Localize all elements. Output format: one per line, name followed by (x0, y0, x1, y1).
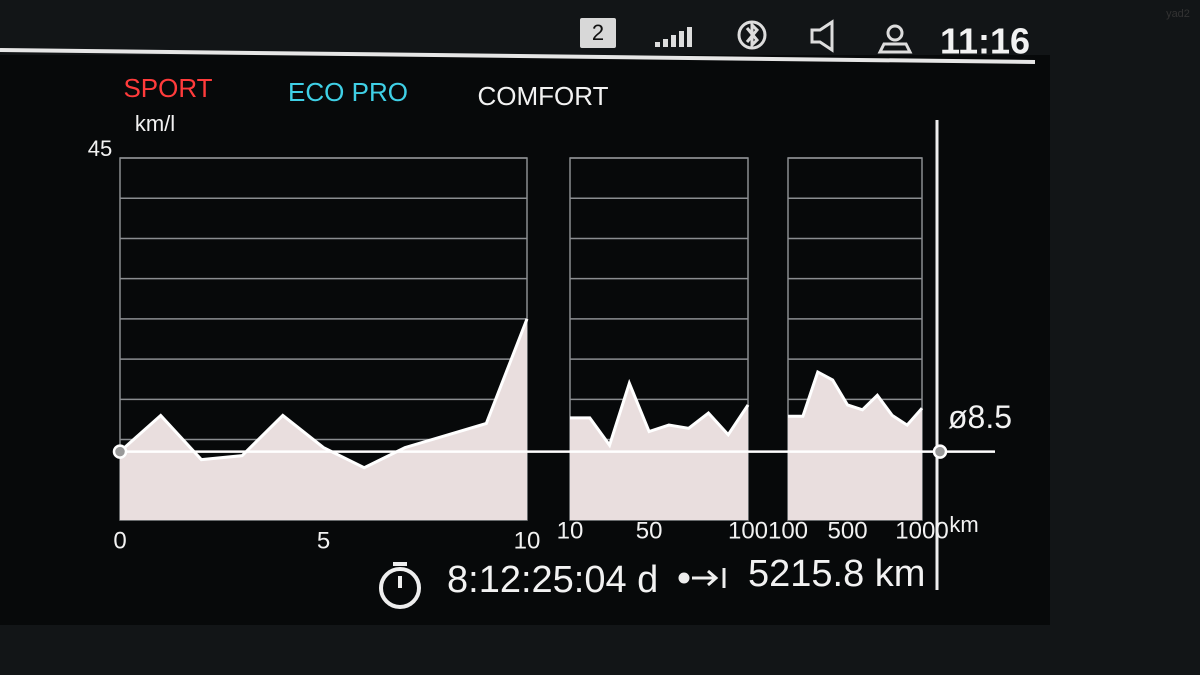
average-marker (112, 444, 128, 459)
watermark: yad2 (1166, 8, 1190, 20)
distance: 5215.8 km (748, 553, 925, 595)
mode-sport[interactable]: SPORT (123, 73, 212, 103)
area-outline (788, 369, 924, 428)
x-tick-label: 10 (514, 527, 541, 554)
speaker-icon (810, 19, 834, 53)
area-outline (119, 318, 529, 470)
mode-comfort[interactable]: COMFORT (478, 81, 609, 111)
clock: 11:16 (940, 21, 1030, 62)
y-tick-label: 45 (88, 136, 112, 161)
x-tick-label: 100 (768, 517, 808, 544)
x-tick-label: 5 (317, 527, 330, 554)
x-tick-label: 50 (636, 517, 663, 544)
badge: 2 (592, 20, 604, 45)
badge-box (580, 18, 616, 48)
x-tick-label: 500 (828, 517, 868, 544)
duration: 8:12:25:04 d (447, 559, 658, 601)
average-marker (932, 444, 948, 459)
average-label: ø8.5 (948, 399, 1012, 435)
area (788, 371, 922, 520)
area (120, 318, 527, 520)
stopwatch-icon (379, 562, 421, 609)
distance-icon (678, 568, 726, 588)
x-tick-label: 0 (113, 527, 126, 554)
x-tick-label: 1000 (895, 517, 948, 544)
profile-icon (877, 24, 913, 54)
x-axis-label: km (949, 512, 978, 537)
x-tick-label: 10 (557, 517, 584, 544)
status-divider (0, 48, 1036, 64)
area-outline (570, 378, 750, 449)
x-tick-label: 100 (728, 517, 768, 544)
signal-icon (655, 27, 692, 47)
bluetooth-icon (737, 20, 767, 50)
y-axis-label: km/l (135, 111, 175, 136)
mode-eco-pro[interactable]: ECO PRO (288, 77, 408, 107)
